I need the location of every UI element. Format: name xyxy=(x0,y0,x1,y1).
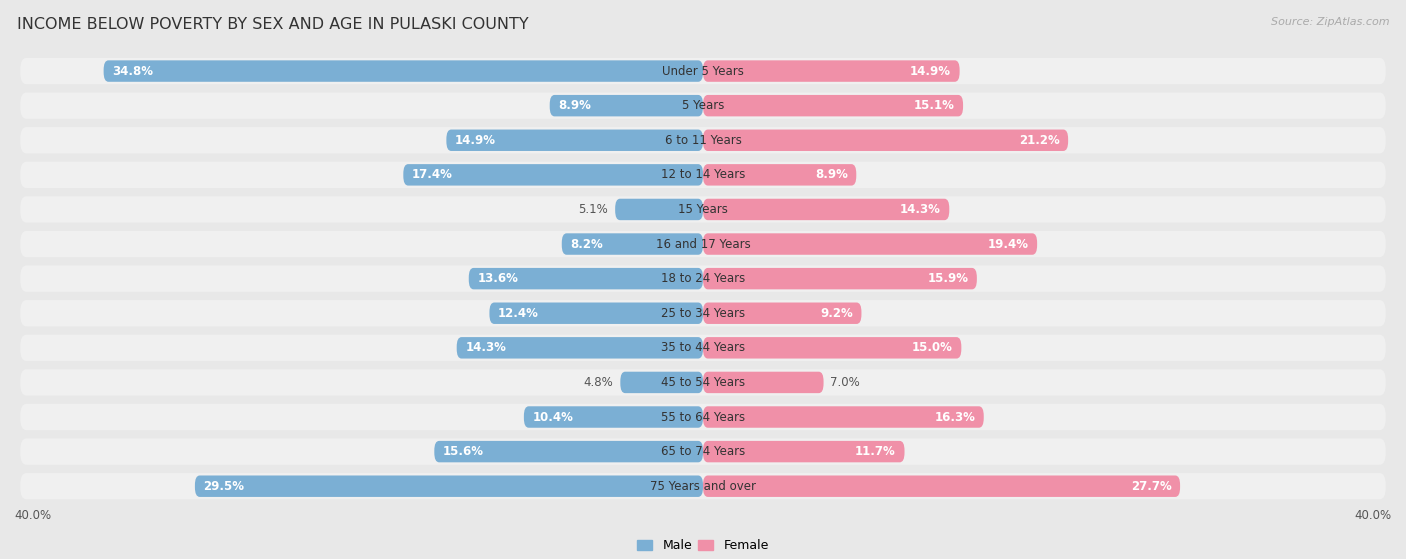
Text: 18 to 24 Years: 18 to 24 Years xyxy=(661,272,745,285)
FancyBboxPatch shape xyxy=(20,93,1386,119)
Text: 15.6%: 15.6% xyxy=(443,445,484,458)
FancyBboxPatch shape xyxy=(20,231,1386,257)
FancyBboxPatch shape xyxy=(703,130,1069,151)
Text: 29.5%: 29.5% xyxy=(204,480,245,492)
FancyBboxPatch shape xyxy=(446,130,703,151)
Text: 8.9%: 8.9% xyxy=(815,168,848,181)
Text: 5.1%: 5.1% xyxy=(578,203,609,216)
Text: 15.9%: 15.9% xyxy=(927,272,969,285)
Text: 16.3%: 16.3% xyxy=(934,410,976,424)
Text: 40.0%: 40.0% xyxy=(1355,509,1392,522)
FancyBboxPatch shape xyxy=(703,372,824,393)
FancyBboxPatch shape xyxy=(703,406,984,428)
Text: 14.9%: 14.9% xyxy=(910,65,950,78)
Text: 11.7%: 11.7% xyxy=(855,445,896,458)
FancyBboxPatch shape xyxy=(703,302,862,324)
Text: INCOME BELOW POVERTY BY SEX AND AGE IN PULASKI COUNTY: INCOME BELOW POVERTY BY SEX AND AGE IN P… xyxy=(17,17,529,32)
Text: 8.2%: 8.2% xyxy=(571,238,603,250)
Text: 10.4%: 10.4% xyxy=(533,410,574,424)
FancyBboxPatch shape xyxy=(20,127,1386,153)
FancyBboxPatch shape xyxy=(20,196,1386,222)
Text: 15 Years: 15 Years xyxy=(678,203,728,216)
Text: 15.0%: 15.0% xyxy=(912,342,953,354)
Text: 7.0%: 7.0% xyxy=(831,376,860,389)
FancyBboxPatch shape xyxy=(195,476,703,497)
Text: 55 to 64 Years: 55 to 64 Years xyxy=(661,410,745,424)
Text: 27.7%: 27.7% xyxy=(1130,480,1171,492)
FancyBboxPatch shape xyxy=(616,198,703,220)
Text: 5 Years: 5 Years xyxy=(682,99,724,112)
Text: 14.9%: 14.9% xyxy=(456,134,496,147)
Text: 14.3%: 14.3% xyxy=(465,342,506,354)
Text: 19.4%: 19.4% xyxy=(987,238,1029,250)
Text: Under 5 Years: Under 5 Years xyxy=(662,65,744,78)
FancyBboxPatch shape xyxy=(434,441,703,462)
FancyBboxPatch shape xyxy=(20,438,1386,465)
Text: 45 to 54 Years: 45 to 54 Years xyxy=(661,376,745,389)
Text: 15.1%: 15.1% xyxy=(914,99,955,112)
Text: 65 to 74 Years: 65 to 74 Years xyxy=(661,445,745,458)
FancyBboxPatch shape xyxy=(20,162,1386,188)
Text: 16 and 17 Years: 16 and 17 Years xyxy=(655,238,751,250)
Text: 6 to 11 Years: 6 to 11 Years xyxy=(665,134,741,147)
FancyBboxPatch shape xyxy=(20,404,1386,430)
FancyBboxPatch shape xyxy=(703,337,962,358)
Text: 75 Years and over: 75 Years and over xyxy=(650,480,756,492)
Text: 34.8%: 34.8% xyxy=(112,65,153,78)
FancyBboxPatch shape xyxy=(104,60,703,82)
Text: 9.2%: 9.2% xyxy=(820,307,853,320)
FancyBboxPatch shape xyxy=(468,268,703,290)
Text: 4.8%: 4.8% xyxy=(583,376,613,389)
FancyBboxPatch shape xyxy=(20,58,1386,84)
FancyBboxPatch shape xyxy=(20,266,1386,292)
FancyBboxPatch shape xyxy=(20,300,1386,326)
Text: 35 to 44 Years: 35 to 44 Years xyxy=(661,342,745,354)
FancyBboxPatch shape xyxy=(703,268,977,290)
FancyBboxPatch shape xyxy=(703,441,904,462)
Text: 40.0%: 40.0% xyxy=(14,509,51,522)
Text: 13.6%: 13.6% xyxy=(478,272,519,285)
FancyBboxPatch shape xyxy=(703,476,1180,497)
Text: Source: ZipAtlas.com: Source: ZipAtlas.com xyxy=(1271,17,1389,27)
FancyBboxPatch shape xyxy=(20,369,1386,396)
Text: 14.3%: 14.3% xyxy=(900,203,941,216)
Text: 12 to 14 Years: 12 to 14 Years xyxy=(661,168,745,181)
Text: 21.2%: 21.2% xyxy=(1019,134,1060,147)
FancyBboxPatch shape xyxy=(703,164,856,186)
FancyBboxPatch shape xyxy=(620,372,703,393)
Text: 17.4%: 17.4% xyxy=(412,168,453,181)
FancyBboxPatch shape xyxy=(703,60,960,82)
FancyBboxPatch shape xyxy=(703,233,1038,255)
FancyBboxPatch shape xyxy=(524,406,703,428)
FancyBboxPatch shape xyxy=(20,335,1386,361)
FancyBboxPatch shape xyxy=(20,473,1386,499)
FancyBboxPatch shape xyxy=(703,198,949,220)
Text: 12.4%: 12.4% xyxy=(498,307,538,320)
Text: 8.9%: 8.9% xyxy=(558,99,591,112)
FancyBboxPatch shape xyxy=(703,95,963,116)
FancyBboxPatch shape xyxy=(404,164,703,186)
Legend: Male, Female: Male, Female xyxy=(633,534,773,557)
FancyBboxPatch shape xyxy=(457,337,703,358)
Text: 25 to 34 Years: 25 to 34 Years xyxy=(661,307,745,320)
FancyBboxPatch shape xyxy=(562,233,703,255)
FancyBboxPatch shape xyxy=(489,302,703,324)
FancyBboxPatch shape xyxy=(550,95,703,116)
